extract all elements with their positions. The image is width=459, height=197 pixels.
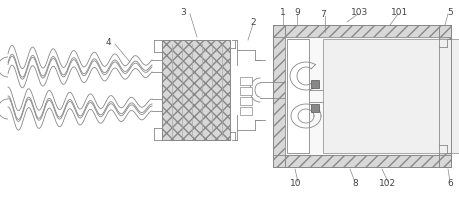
Bar xyxy=(240,97,252,105)
Bar xyxy=(286,39,308,153)
Text: 8: 8 xyxy=(351,179,357,189)
Text: 3: 3 xyxy=(180,7,185,17)
Text: 103: 103 xyxy=(351,7,368,17)
Bar xyxy=(240,107,252,115)
Bar xyxy=(310,104,318,112)
Text: 5: 5 xyxy=(446,7,452,17)
Text: 6: 6 xyxy=(446,179,452,189)
Bar xyxy=(272,155,450,167)
Text: 1: 1 xyxy=(280,7,285,17)
Bar xyxy=(240,77,252,85)
Text: 9: 9 xyxy=(293,7,299,17)
Text: 101: 101 xyxy=(391,7,408,17)
Text: 4: 4 xyxy=(105,37,111,46)
Bar xyxy=(272,25,285,167)
Bar xyxy=(272,25,450,37)
Bar xyxy=(285,37,438,155)
Bar xyxy=(322,39,459,153)
Bar xyxy=(310,80,318,88)
Text: 102: 102 xyxy=(379,179,396,189)
Bar xyxy=(438,25,450,167)
Bar xyxy=(438,25,450,167)
Bar xyxy=(272,25,450,37)
Text: 2: 2 xyxy=(250,18,255,27)
Bar xyxy=(272,25,285,167)
Bar xyxy=(162,40,230,140)
Bar xyxy=(272,155,450,167)
Bar xyxy=(162,40,230,140)
Text: 7: 7 xyxy=(319,9,325,19)
Text: 10: 10 xyxy=(290,179,301,189)
Bar xyxy=(240,87,252,95)
